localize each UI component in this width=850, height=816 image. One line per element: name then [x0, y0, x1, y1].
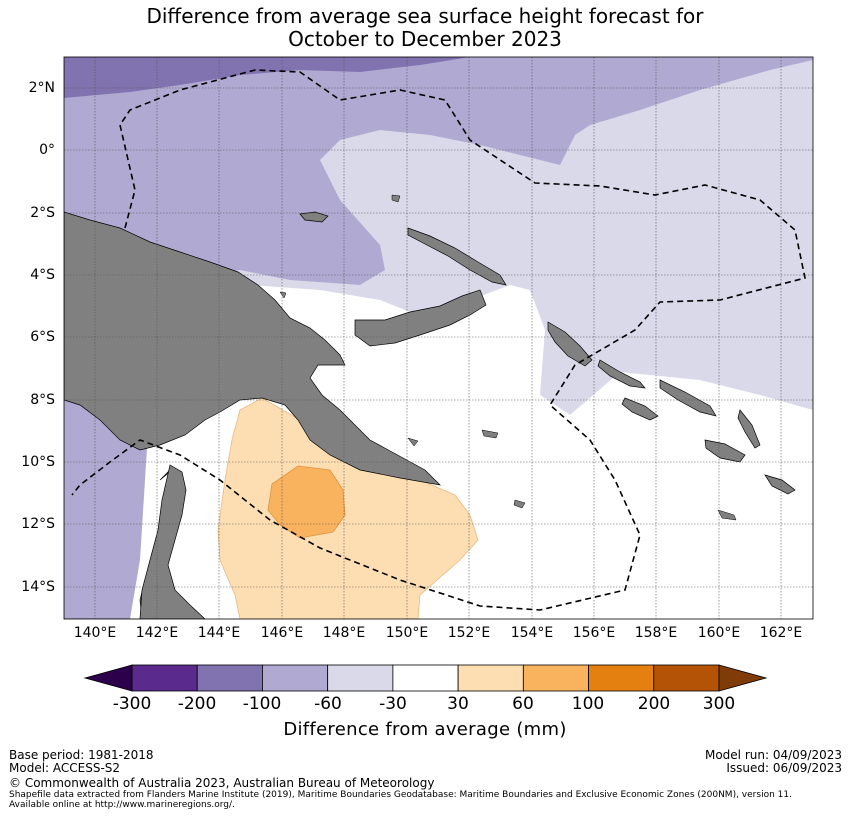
lon-label-140e: 140°E	[73, 625, 117, 641]
land-makira	[764, 474, 796, 495]
colorbar-tick: -100	[242, 694, 282, 714]
lat-label-2n: 2°N	[28, 80, 55, 96]
anomaly-region-plus60-100	[267, 465, 346, 539]
colorbar-tick: -300	[112, 694, 152, 714]
map-frame	[63, 56, 814, 620]
land-australia-coast	[139, 464, 206, 619]
lat-label-10s: 10°S	[21, 454, 55, 470]
model-name: Model: ACCESS-S2	[9, 761, 121, 775]
land-choiseul	[597, 359, 646, 389]
shapefile-credit-line2: Available online at http://www.marinereg…	[9, 800, 235, 810]
anomaly-region-minus100-200	[64, 57, 470, 98]
base-period: Base period: 1981-2018	[9, 748, 154, 762]
land-small-islands	[279, 194, 737, 521]
colorbar-tick: 100	[571, 694, 605, 714]
colorbar-tick: 200	[637, 694, 671, 714]
colorbar-tick: 300	[702, 694, 736, 714]
lat-label-6s: 6°S	[30, 329, 55, 345]
lat-label-8s: 8°S	[30, 392, 55, 408]
land-manus	[299, 211, 329, 223]
land-bougainville	[547, 321, 593, 367]
colorbar-tick: -30	[379, 694, 407, 714]
eez-boundary	[71, 69, 806, 611]
land-new-guinea	[64, 211, 442, 486]
lon-label-152e: 152°E	[447, 625, 491, 641]
chart-title-line2: October to December 2023	[288, 27, 562, 51]
lon-label-160e: 160°E	[697, 625, 741, 641]
shapefile-credit-line1: Shapefile data extracted from Flanders M…	[9, 790, 792, 800]
lon-label-144e: 144°E	[197, 625, 241, 641]
lon-label-162e: 162°E	[759, 625, 803, 641]
colorbar-tick: 30	[447, 694, 469, 714]
anomaly-region-minus60-100	[64, 57, 813, 619]
lon-label-150e: 150°E	[385, 625, 429, 641]
land-malaita	[737, 409, 761, 449]
lon-label-158e: 158°E	[634, 625, 678, 641]
lat-label-4s: 4°S	[30, 267, 55, 283]
lon-label-148e: 148°E	[322, 625, 366, 641]
lat-label-2s: 2°S	[30, 205, 55, 221]
colorbar-tick: 60	[512, 694, 534, 714]
lon-label-142e: 142°E	[135, 625, 179, 641]
land-santa-isabel	[659, 379, 717, 417]
colorbar-label: Difference from average (mm)	[283, 719, 567, 740]
lon-label-146e: 146°E	[260, 625, 304, 641]
copyright: © Commonwealth of Australia 2023, Austra…	[9, 776, 435, 790]
land-new-britain	[354, 289, 487, 347]
colorbar-tick: -60	[314, 694, 342, 714]
issued-date: Issued: 06/09/2023	[726, 761, 842, 775]
colorbar-tick: -200	[177, 694, 217, 714]
land-new-georgia	[621, 397, 659, 421]
land-new-ireland	[407, 227, 507, 286]
lat-label-14s: 14°S	[21, 579, 55, 595]
model-run: Model run: 04/09/2023	[704, 748, 842, 762]
lat-label-0: 0°	[39, 142, 55, 158]
lon-label-154e: 154°E	[510, 625, 554, 641]
chart-title-line1: Difference from average sea surface heig…	[146, 4, 704, 28]
lat-label-12s: 12°S	[21, 516, 55, 532]
lon-label-156e: 156°E	[572, 625, 616, 641]
